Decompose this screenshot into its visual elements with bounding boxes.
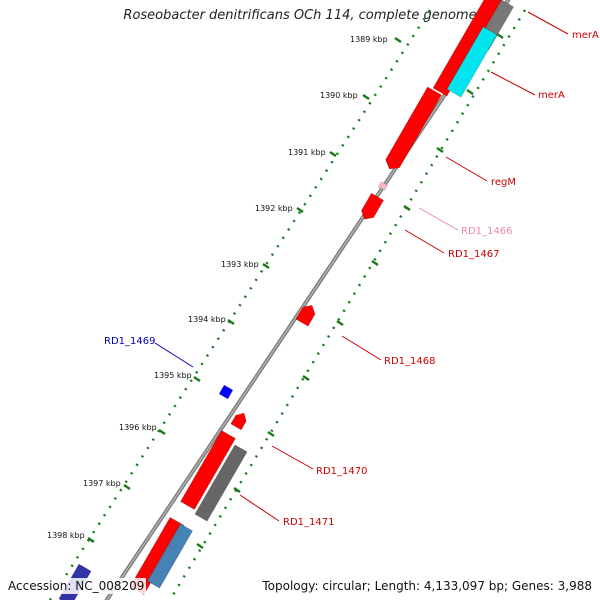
scale-label: 1395 kbp	[154, 371, 192, 380]
gene-rd1-1470-shape	[230, 412, 247, 431]
scale-tick-major	[394, 36, 402, 44]
gene-rd1-1469-shape	[218, 384, 234, 400]
gene-label: RD1_1468	[384, 356, 435, 367]
scale-tick-major	[158, 428, 166, 436]
scale-tick-inner	[336, 319, 344, 327]
gene-rd1-1467	[361, 192, 384, 220]
scale-label: 1393 kbp	[221, 260, 259, 269]
scale-tick-major	[296, 206, 304, 214]
gene-regm	[385, 86, 442, 170]
scale-tick-major	[87, 536, 95, 544]
gene-steel-bottom-shape	[147, 523, 193, 589]
gene-leader-line	[527, 11, 569, 35]
gene-label: RD1_1467	[448, 249, 499, 260]
genome-title: Roseobacter denitrificans OCh 114, compl…	[123, 8, 477, 23]
scale-label: 1394 kbp	[188, 315, 226, 324]
gene-label: RD1_1470	[316, 466, 367, 477]
outer-tick-rail	[48, 9, 432, 600]
gene-label: RD1_1466	[461, 226, 512, 237]
scale-label: 1392 kbp	[255, 204, 293, 213]
gene-rd1-1471	[194, 444, 248, 522]
scale-tick-inner	[196, 542, 204, 550]
scale-label: 1398 kbp	[47, 531, 85, 540]
gene-rd1-1468-shape	[295, 304, 316, 327]
scale-label: 1391 kbp	[288, 148, 326, 157]
gene-rd1-1468	[295, 304, 316, 327]
scale-tick-inner	[496, 32, 504, 40]
scale-tick-major	[123, 483, 131, 491]
scale-tick-inner	[267, 430, 275, 438]
gene-rd1-1467-shape	[361, 192, 384, 220]
scale-tick-inner	[436, 146, 444, 154]
gene-steel-bottom	[147, 523, 193, 589]
scale-tick-major	[362, 93, 370, 101]
scale-tick-inner	[302, 374, 310, 382]
scale-label: 1396 kbp	[119, 423, 157, 432]
scale-tick-major	[329, 150, 337, 158]
gene-red-lower-shape	[180, 430, 236, 510]
gene-leader-line	[239, 494, 280, 522]
gene-label: RD1_1471	[283, 517, 334, 528]
genome-summary: Topology: circular; Length: 4,133,097 bp…	[260, 578, 594, 594]
gene-rd1-1470	[230, 412, 247, 431]
gene-rd1-1471-shape	[194, 444, 248, 522]
gene-mera-cds	[446, 26, 498, 98]
gene-leader-line	[154, 342, 194, 368]
scale-tick-inner	[466, 88, 474, 96]
gene-red-lower	[180, 430, 236, 510]
scale-tick-inner	[403, 204, 411, 212]
gene-label: merA	[572, 30, 599, 41]
scale-label: 1390 kbp	[320, 91, 358, 100]
scale-tick-inner	[371, 259, 379, 267]
gene-leader-line	[490, 71, 536, 96]
scale-tick-major	[262, 262, 270, 270]
scale-tick-major	[227, 318, 235, 326]
gene-leader-line	[445, 156, 488, 182]
gene-rd1-1469	[218, 384, 234, 400]
scale-label: 1397 kbp	[83, 479, 121, 488]
gene-rd1-1466-shape	[378, 181, 388, 191]
gene-rd1-1466	[378, 181, 388, 191]
gene-leader-line	[341, 335, 382, 361]
gene-label: RD1_1469	[104, 336, 155, 347]
gene-mera-cds-shape	[446, 26, 498, 98]
gene-leader-line	[418, 207, 459, 231]
gene-leader-line	[271, 445, 314, 470]
accession-label: Accession: NC_008209	[6, 578, 147, 594]
gene-label: regM	[491, 177, 516, 188]
gene-label: merA	[538, 90, 565, 101]
scale-tick-major	[193, 375, 201, 383]
scale-label: 1389 kbp	[350, 35, 388, 44]
gene-regm-shape	[385, 86, 442, 170]
scale-tick-inner	[233, 486, 241, 494]
gene-leader-line	[404, 229, 445, 254]
